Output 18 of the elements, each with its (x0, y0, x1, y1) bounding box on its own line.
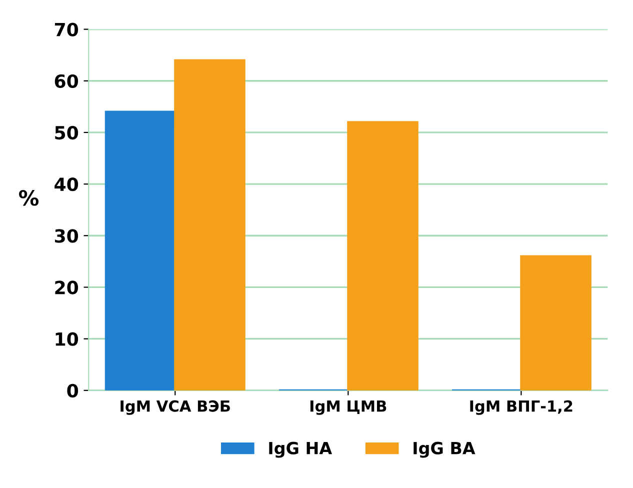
y-tick-label: 20 (55, 280, 78, 294)
y-tick-label: 30 (54, 229, 78, 243)
y-tick-label: 50 (55, 126, 78, 140)
y-tick-label: 60 (54, 74, 78, 88)
bar (520, 255, 592, 390)
legend-label: IgG BA (414, 442, 476, 458)
legend-label: IgG HA (269, 442, 332, 458)
bar (347, 121, 418, 390)
y-tick-label: 70 (54, 22, 78, 36)
x-tick-label: IgM ВПГ-1,2 (470, 400, 572, 415)
y-axis-title: % (19, 190, 39, 206)
y-tick-label: 0 (67, 384, 78, 398)
bar (104, 110, 176, 390)
y-tick-label: 10 (56, 332, 78, 346)
x-tick-label: IgM ЦМВ (310, 400, 386, 415)
bar (174, 59, 246, 390)
x-tick-label: IgM VCA ВЭБ (120, 400, 230, 415)
y-tick-label: 40 (54, 178, 78, 192)
